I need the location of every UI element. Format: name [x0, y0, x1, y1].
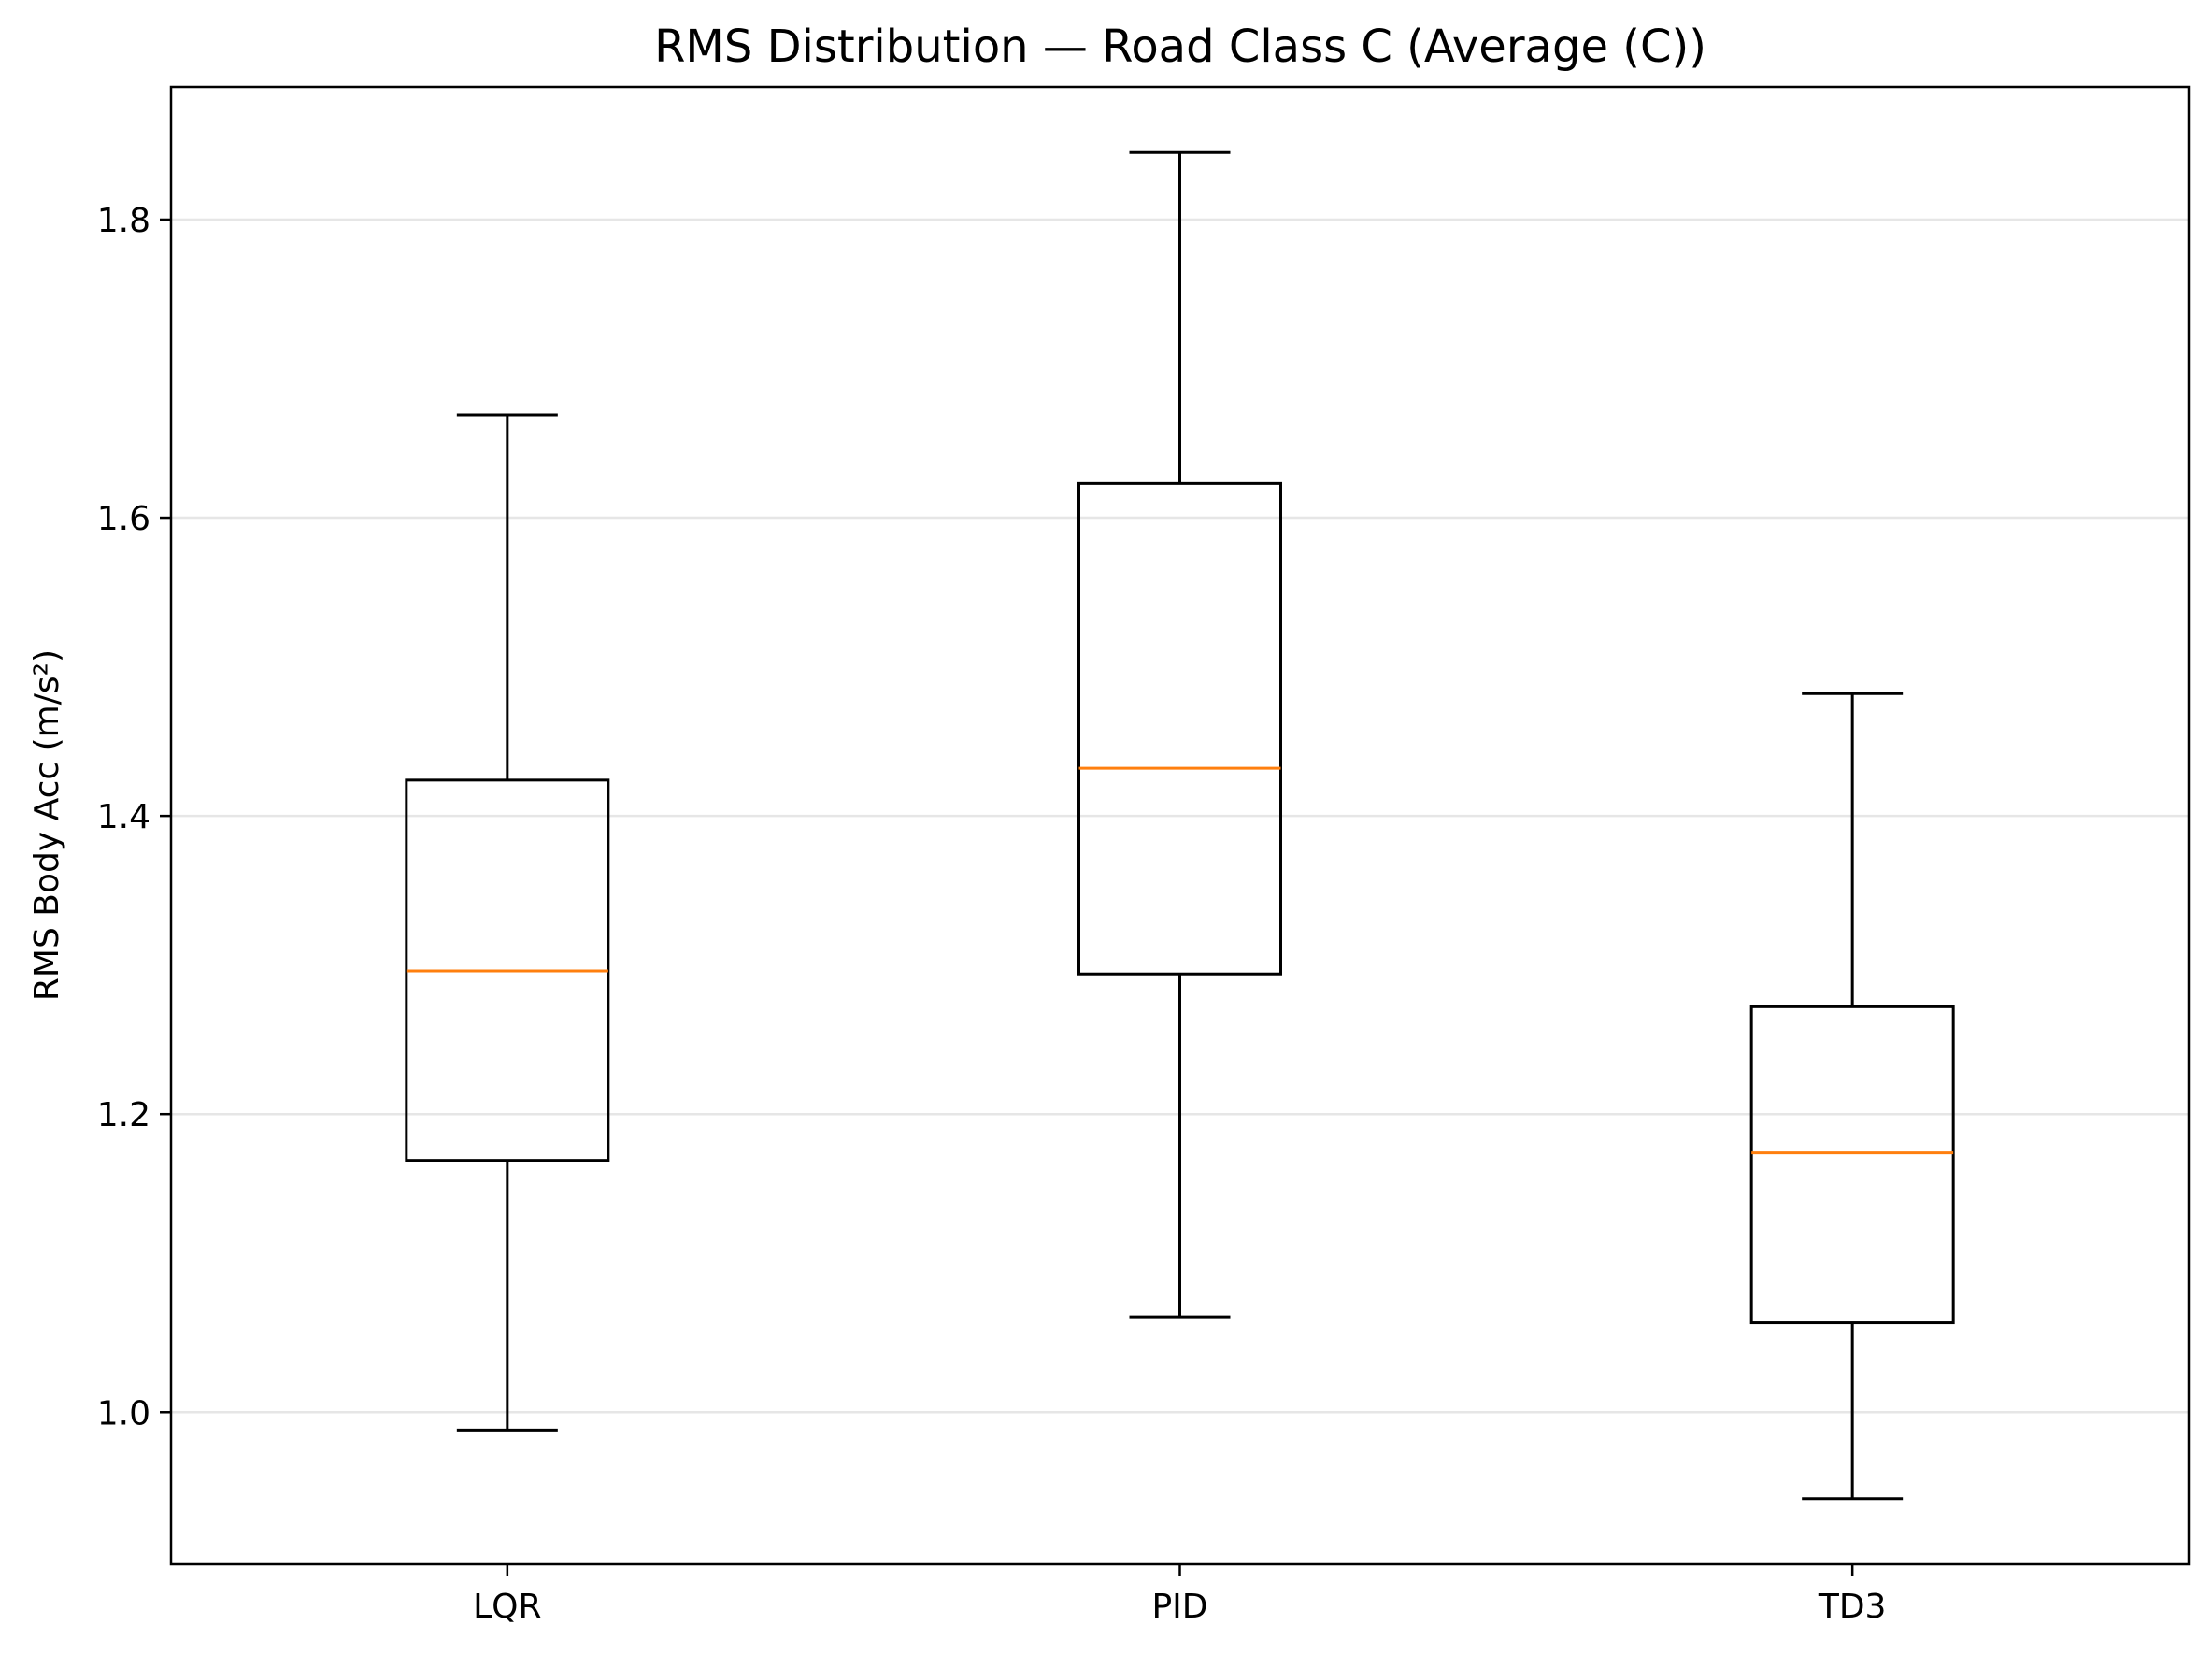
y-tick-label: 1.2 — [97, 1096, 150, 1134]
y-tick-label: 1.0 — [97, 1394, 150, 1433]
x-tick-label: TD3 — [1818, 1588, 1887, 1626]
y-axis-ticks: 1.0 1.2 1.4 1.6 1.8 — [97, 202, 171, 1433]
box-pid — [1077, 150, 1282, 1319]
y-tick-label: 1.8 — [97, 202, 150, 240]
x-tick-label: PID — [1151, 1588, 1207, 1626]
x-axis-ticks: LQR PID TD3 — [473, 1564, 1886, 1626]
y-axis-label: RMS Body Acc (m/s²) — [28, 649, 66, 1001]
chart-title: RMS Distribution — Road Class C (Average… — [654, 21, 1706, 73]
y-tick-label: 1.6 — [97, 500, 150, 538]
x-tick-label: LQR — [473, 1588, 541, 1626]
iqr-box — [1749, 1005, 1955, 1325]
box-td3 — [1749, 692, 1955, 1501]
iqr-box — [1077, 481, 1282, 976]
y-tick-label: 1.4 — [97, 798, 150, 836]
box-series — [405, 150, 1955, 1501]
box-lqr — [405, 413, 610, 1432]
